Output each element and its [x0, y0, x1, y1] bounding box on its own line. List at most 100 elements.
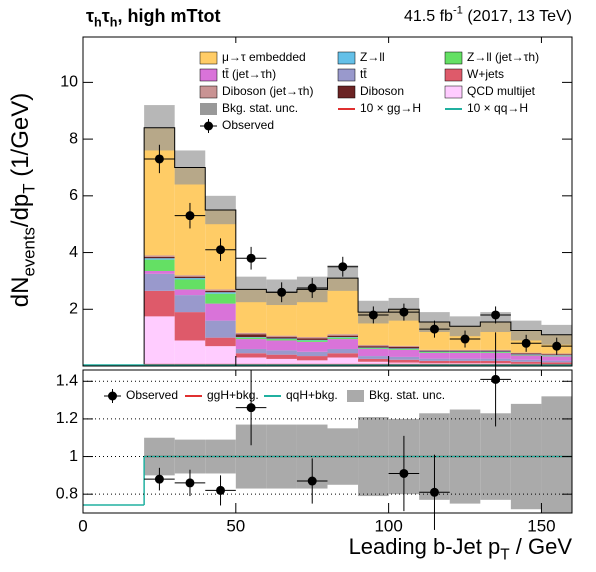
stack-segment — [144, 255, 175, 257]
stack-segment — [327, 353, 359, 358]
legend-swatch — [337, 85, 356, 99]
data-point — [246, 403, 256, 413]
stack-segment — [419, 349, 450, 351]
stack-segment — [388, 359, 420, 363]
legend-label: Z→ll (jet→τh) — [467, 50, 539, 64]
stack-segment — [449, 350, 481, 352]
stack-segment — [358, 356, 389, 359]
y-tick-label: 4 — [69, 244, 78, 261]
stack-segment — [510, 352, 542, 354]
stack-segment — [296, 338, 328, 340]
chart-title-part: h — [94, 16, 102, 30]
legend-label: W+jets — [467, 67, 504, 81]
data-point — [307, 476, 317, 486]
stack-segment — [541, 355, 572, 356]
stack-segment — [266, 337, 297, 339]
stack-segment — [449, 349, 481, 351]
legend-label: 10 × gg→H — [360, 101, 421, 115]
chart-title-part: τ — [102, 6, 110, 26]
legend-label: Bkg. stat. unc. — [369, 388, 445, 402]
stack-segment — [144, 259, 175, 271]
legend-swatch — [337, 51, 356, 65]
x-tick-label: 0 — [78, 516, 87, 535]
stack-segment — [174, 279, 206, 290]
stack-segment — [327, 337, 359, 338]
data-point — [368, 310, 378, 320]
stack-segment — [388, 348, 420, 350]
stack-segment — [174, 278, 206, 280]
data-point — [491, 374, 501, 384]
legend-swatch — [200, 103, 217, 115]
stack-segment — [235, 353, 267, 358]
stack-segment — [327, 335, 359, 338]
legend-label: Diboson (jet→τh) — [222, 84, 313, 98]
y-axis-label: dNevents/dpT (1/GeV) — [7, 93, 38, 307]
chart-title-part: h — [110, 16, 118, 30]
legend-swatch — [444, 68, 463, 82]
legend-label: QCD multijet — [467, 84, 536, 98]
stack-segment — [358, 345, 389, 347]
stack-segment — [449, 351, 481, 353]
stack-segment — [358, 348, 389, 357]
stack-segment — [174, 312, 206, 341]
stack-segment — [419, 360, 450, 364]
stack-segment — [541, 355, 572, 357]
stack-segment — [205, 290, 236, 293]
stack-segment — [327, 339, 359, 349]
stack-segment — [205, 292, 236, 294]
stack-segment — [266, 358, 297, 366]
stack-segment — [174, 275, 206, 277]
stack-segment — [449, 358, 481, 361]
legend-swatch — [204, 121, 213, 131]
stack-segment — [358, 358, 389, 362]
stack-segment — [205, 337, 236, 347]
stack-segment — [144, 316, 175, 366]
y-tick-label: 2 — [69, 300, 78, 317]
stack-segment — [266, 354, 297, 359]
uncertainty-band — [541, 396, 572, 513]
legend-swatch — [444, 85, 463, 99]
y-axis-label-part: /dp — [7, 194, 34, 227]
stack-segment — [235, 332, 267, 335]
data-point — [277, 287, 287, 297]
stack-segment — [449, 360, 481, 364]
stack-segment — [266, 335, 297, 338]
data-point — [216, 245, 226, 255]
stack-segment — [358, 346, 389, 348]
legend-label: Observed — [222, 118, 274, 132]
stack-segment — [144, 273, 175, 291]
stack-segment — [296, 341, 328, 352]
stack-segment — [327, 337, 359, 340]
stack-segment — [510, 359, 542, 362]
legend-swatch — [199, 68, 218, 82]
stack-segment — [358, 348, 389, 349]
y-tick-label: 10 — [60, 74, 78, 91]
data-point — [552, 341, 562, 351]
stack-segment — [510, 361, 542, 364]
stack-segment — [144, 270, 175, 274]
y-axis-label-part: (1/GeV) — [7, 93, 34, 184]
data-point — [246, 253, 256, 263]
y-tick-label: 1 — [69, 448, 78, 465]
y-tick-label: 1.2 — [56, 410, 78, 427]
legend-label: Bkg. stat. unc. — [222, 101, 298, 115]
chart-title: τhτh, high mTtot — [86, 6, 220, 30]
x-tick-label: 100 — [374, 516, 402, 535]
stack-segment — [388, 345, 420, 347]
stack-segment — [419, 350, 450, 352]
stack-segment — [449, 352, 481, 353]
stack-segment — [235, 337, 267, 338]
legend-label: Observed — [126, 388, 178, 402]
data-point — [491, 310, 501, 320]
y-tick-label: 0.8 — [56, 485, 78, 502]
stack-segment — [235, 337, 267, 340]
stack-segment — [266, 340, 297, 351]
data-point — [521, 338, 531, 348]
stack-segment — [541, 354, 572, 356]
legend-swatch — [444, 51, 463, 65]
stack-segment — [296, 351, 328, 357]
x-tick-label: 150 — [527, 516, 555, 535]
y-tick-label: 8 — [69, 130, 78, 147]
stack-segment — [358, 347, 389, 349]
data-point — [154, 154, 164, 164]
